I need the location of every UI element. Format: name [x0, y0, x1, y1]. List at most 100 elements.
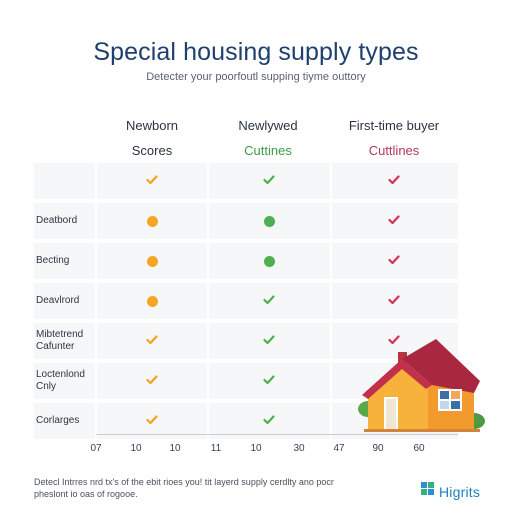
checkmark-icon — [146, 172, 158, 190]
checkmark-icon — [263, 412, 275, 430]
cell-newborn — [132, 283, 172, 319]
status-dot-icon — [146, 215, 158, 227]
column-divider — [95, 203, 97, 239]
axis-tick-label: 11 — [210, 443, 222, 454]
cell-first-time-buyer — [374, 163, 414, 199]
axis-line — [96, 434, 458, 435]
row-background — [34, 163, 458, 199]
column-divider — [330, 283, 332, 319]
cell-newlywed — [249, 363, 289, 399]
row-label: Mibtetrend Cafunter — [36, 329, 84, 352]
axis-tick-label: 07 — [90, 443, 102, 454]
cell-newlywed — [249, 243, 289, 279]
row-label — [36, 163, 96, 199]
column-divider — [330, 403, 332, 439]
higrits-logo-icon — [420, 481, 436, 502]
table-row — [34, 163, 458, 199]
column-divider — [95, 283, 97, 319]
page-subtitle: Detecter your poorfoutl supping tiyme ou… — [146, 71, 366, 83]
checkmark-icon — [388, 332, 400, 350]
column-divider — [95, 363, 97, 399]
row-label: Deavlrord — [36, 295, 80, 306]
column-divider — [95, 403, 97, 439]
table-row: Deatbord — [34, 203, 458, 239]
column-divider — [330, 363, 332, 399]
axis-tick-label: 47 — [333, 443, 345, 454]
column-divider — [207, 203, 209, 239]
checkmark-icon — [146, 332, 158, 350]
axis-tick-label: 30 — [293, 443, 305, 454]
checkmark-icon — [263, 172, 275, 190]
house-icon — [356, 337, 486, 442]
footnote: Detecl Intrres nrd tx's of the ebit rioe… — [34, 477, 334, 499]
column-divider — [330, 243, 332, 279]
cell-newlywed — [249, 323, 289, 359]
checkmark-icon — [388, 252, 400, 270]
column-divider — [207, 243, 209, 279]
checkmark-icon — [263, 292, 275, 310]
cell-newborn — [132, 363, 172, 399]
table-row: Deavlrord — [34, 283, 458, 319]
column-heading-newlywed: Newlywed — [238, 118, 298, 133]
row-label: Deatbord — [36, 215, 78, 226]
row-background — [34, 323, 458, 359]
cell-first-time-buyer — [374, 203, 414, 239]
cell-newlywed — [249, 403, 289, 439]
axis-tick-label: 10 — [250, 443, 262, 454]
cell-newlywed — [249, 283, 289, 319]
cell-newborn — [132, 323, 172, 359]
column-divider — [207, 363, 209, 399]
axis-tick-label: 90 — [372, 443, 384, 454]
column-divider — [207, 283, 209, 319]
cell-newborn — [132, 403, 172, 439]
brand-logo[interactable]: Higrits — [420, 481, 480, 502]
axis-tick-label: 10 — [169, 443, 181, 454]
column-divider — [95, 163, 97, 199]
row-label: Becting — [36, 255, 70, 266]
column-heading-first-time-buyer: First-time buyer — [348, 118, 440, 133]
axis-tick-label: 10 — [130, 443, 142, 454]
cell-first-time-buyer — [374, 323, 414, 359]
cell-first-time-buyer — [374, 283, 414, 319]
column-sub-newborn: Scores — [131, 143, 173, 158]
cell-newborn — [132, 163, 172, 199]
column-divider — [330, 163, 332, 199]
status-dot-icon — [263, 215, 275, 227]
checkmark-icon — [146, 372, 158, 390]
page-title: Special housing supply types — [93, 38, 419, 66]
row-label: Corlarges — [36, 415, 80, 426]
row-background — [34, 243, 458, 279]
cell-newlywed — [249, 203, 289, 239]
checkmark-icon — [388, 212, 400, 230]
column-divider — [330, 323, 332, 359]
cell-first-time-buyer — [374, 243, 414, 279]
column-divider — [207, 163, 209, 199]
axis-tick-label: 60 — [413, 443, 425, 454]
logo-text: Higrits — [439, 483, 481, 500]
table-row: Becting — [34, 243, 458, 279]
row-label: Loctenlond Cnly — [36, 369, 85, 392]
table-row: Mibtetrend Cafunter — [34, 323, 458, 359]
comparison-table: Deatbord Becting Deavlrord Mibtetrend Cafun… — [34, 163, 458, 443]
checkmark-icon — [146, 412, 158, 430]
checkmark-icon — [388, 292, 400, 310]
status-dot-icon — [263, 255, 275, 267]
column-heading-newborn: Newborn — [125, 118, 179, 133]
column-divider — [95, 323, 97, 359]
checkmark-icon — [263, 372, 275, 390]
cell-newborn — [132, 203, 172, 239]
cell-newlywed — [249, 163, 289, 199]
row-background — [34, 203, 458, 239]
column-divider — [95, 243, 97, 279]
cell-newborn — [132, 243, 172, 279]
column-divider — [330, 203, 332, 239]
status-dot-icon — [146, 295, 158, 307]
column-sub-first-time-buyer: Cuttlines — [368, 143, 420, 158]
column-sub-newlywed: Cuttines — [244, 143, 292, 158]
row-background — [34, 283, 458, 319]
status-dot-icon — [146, 255, 158, 267]
checkmark-icon — [388, 172, 400, 190]
column-divider — [207, 323, 209, 359]
checkmark-icon — [263, 332, 275, 350]
column-divider — [207, 403, 209, 439]
